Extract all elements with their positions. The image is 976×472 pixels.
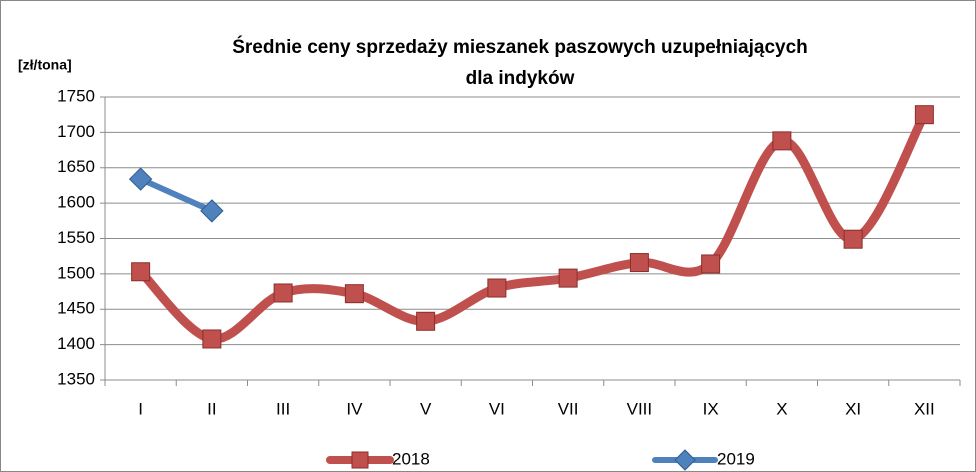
marker [701, 254, 721, 274]
marker [131, 262, 151, 282]
marker [344, 284, 364, 304]
marker [416, 311, 436, 331]
chart-title: Średnie ceny sprzedaży mieszanek paszowy… [232, 36, 808, 58]
x-tick-label: VII [558, 399, 579, 418]
marker [202, 329, 222, 349]
marker [629, 253, 649, 273]
y-tick-label: 1750 [57, 86, 95, 105]
marker [128, 167, 153, 191]
x-tick-label: IV [346, 399, 363, 418]
x-tick-label: I [138, 399, 143, 418]
marker [843, 229, 863, 249]
y-tick-label: 1550 [57, 228, 95, 247]
y-tick-label: 1350 [57, 369, 95, 388]
y-tick-label: 1600 [57, 193, 95, 212]
x-tick-label: VI [489, 399, 505, 418]
y-tick-label: 1450 [57, 299, 95, 318]
x-tick-label: II [207, 399, 216, 418]
y-tick-label: 1500 [57, 263, 95, 282]
x-tick-label: VIII [627, 399, 653, 418]
marker [674, 449, 696, 471]
marker [487, 278, 507, 298]
y-tick-label: 1400 [57, 334, 95, 353]
series-line [137, 176, 215, 214]
marker [772, 131, 792, 151]
x-tick-label: XII [914, 399, 935, 418]
x-tick-label: V [420, 399, 432, 418]
x-tick-label: III [276, 399, 290, 418]
x-tick-label: X [776, 399, 787, 418]
y-tick-label: 1700 [57, 122, 95, 141]
chart-title: dla indyków [466, 68, 575, 89]
marker [558, 268, 578, 288]
marker [200, 199, 224, 223]
y-axis-label: [zł/tona] [18, 57, 72, 73]
marker [273, 283, 293, 303]
marker [914, 105, 934, 125]
legend-label: 2019 [717, 449, 755, 468]
x-tick-label: IX [703, 399, 719, 418]
y-tick-label: 1650 [57, 157, 95, 176]
legend-label: 2018 [392, 449, 430, 468]
x-tick-label: XI [845, 399, 861, 418]
marker [351, 451, 369, 469]
